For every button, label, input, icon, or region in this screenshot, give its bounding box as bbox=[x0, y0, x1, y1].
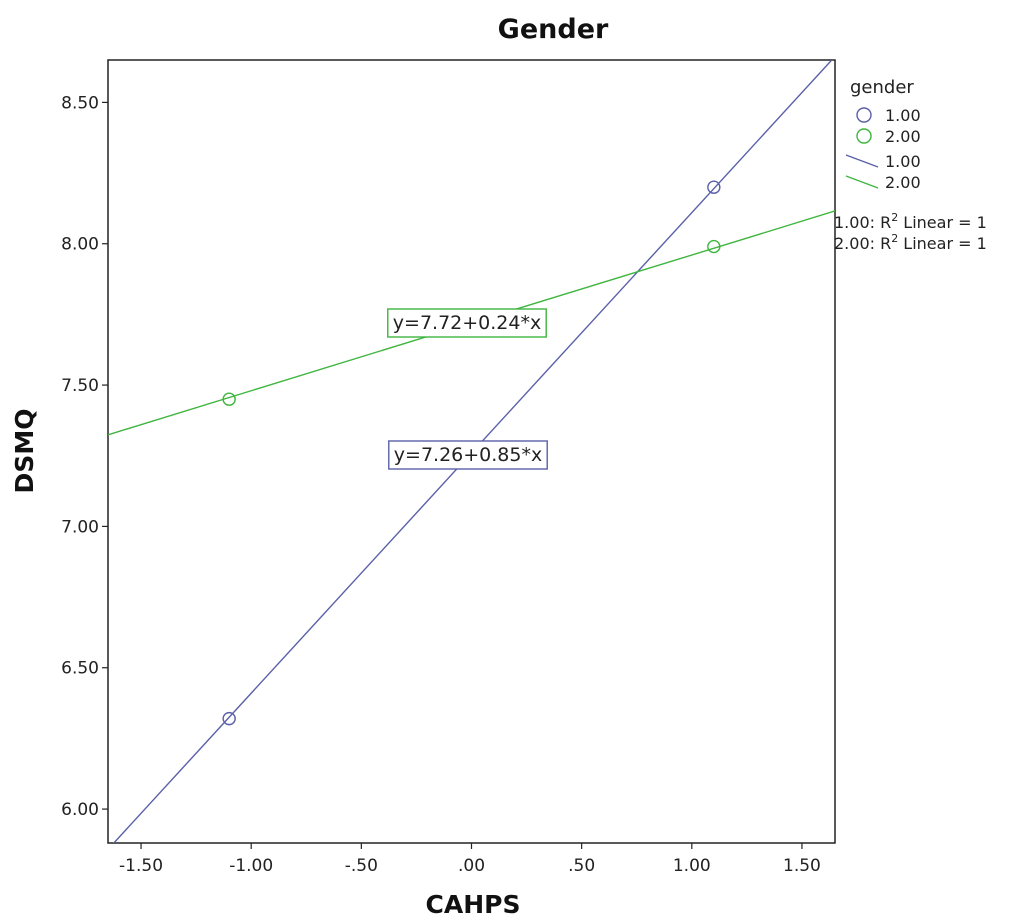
x-tick-label: -1.50 bbox=[119, 856, 163, 876]
legend-label: 2.00 bbox=[885, 173, 921, 192]
legend-label: 2.00 bbox=[885, 127, 921, 146]
data-point-2.00 bbox=[707, 239, 721, 254]
x-axis-title: CAHPS bbox=[426, 890, 521, 917]
r2-label-2.00: 2.00: R2 Linear = 1 bbox=[834, 232, 987, 253]
equation-text: y=7.72+0.24*x bbox=[393, 312, 541, 334]
legend-line-1.00 bbox=[845, 154, 879, 168]
data-point-2.00 bbox=[222, 392, 236, 406]
equation-label-2.00: y=7.72+0.24*x bbox=[387, 308, 547, 338]
data-points bbox=[222, 180, 721, 726]
y-tick-label: 7.50 bbox=[61, 376, 99, 396]
x-tick-label: -.50 bbox=[345, 856, 378, 876]
y-tick-label: 8.50 bbox=[61, 93, 99, 113]
legend-line-2.00 bbox=[845, 175, 879, 189]
y-tick-label: 7.00 bbox=[61, 517, 99, 537]
y-tick-label: 6.50 bbox=[61, 659, 99, 679]
x-tick-label: .50 bbox=[568, 856, 595, 876]
y-axis: 6.00 6.50 7.00 7.50 8.00 8.50 bbox=[61, 93, 108, 820]
data-point-1.00 bbox=[222, 711, 236, 726]
legend-marker-2.00 bbox=[856, 128, 872, 144]
x-axis: -1.50 -1.00 -.50 .00 .50 1.00 1.50 bbox=[119, 843, 821, 876]
equation-labels: y=7.26+0.85*x y=7.72+0.24*x bbox=[387, 308, 548, 470]
legend-marker-1.00 bbox=[856, 107, 872, 123]
y-tick-label: 6.00 bbox=[61, 800, 99, 820]
equation-label-1.00: y=7.26+0.85*x bbox=[388, 440, 548, 470]
x-tick-label: .00 bbox=[458, 856, 485, 876]
x-tick-label: 1.00 bbox=[673, 856, 711, 876]
equation-text: y=7.26+0.85*x bbox=[394, 444, 542, 466]
legend: gender 1.00 2.00 1.00 2.00 1.00: R2 Linear = … bbox=[834, 77, 987, 253]
x-tick-label: -1.00 bbox=[229, 856, 273, 876]
legend-title: gender bbox=[850, 77, 914, 98]
x-tick-label: 1.50 bbox=[783, 856, 821, 876]
y-axis-title: DSMQ bbox=[10, 409, 39, 494]
legend-label: 1.00 bbox=[885, 106, 921, 125]
data-point-1.00 bbox=[707, 180, 721, 194]
chart-title: Gender bbox=[498, 14, 609, 45]
y-tick-label: 8.00 bbox=[61, 235, 99, 255]
legend-label: 1.00 bbox=[885, 152, 921, 171]
r2-label-1.00: 1.00: R2 Linear = 1 bbox=[834, 211, 987, 232]
